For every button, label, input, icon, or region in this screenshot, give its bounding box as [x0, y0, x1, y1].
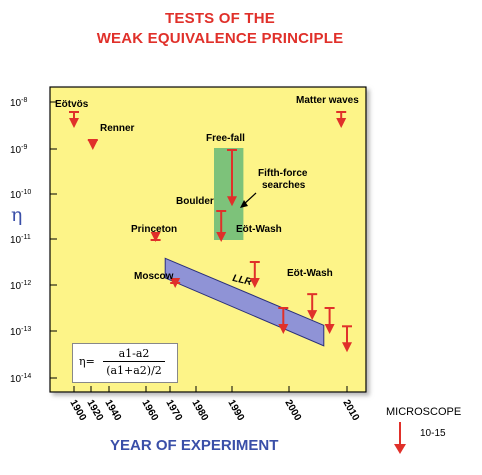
experiment-label: Renner [100, 123, 135, 134]
chart-subtitle: WEAK EQUIVALENCE PRINCIPLE [96, 30, 344, 47]
y-axis-label: η [11, 204, 23, 226]
fifth-force-label: searches [262, 180, 306, 191]
limit-arrow-head [227, 196, 237, 207]
x-tick-label: 1940 [102, 398, 123, 423]
limit-arrow-head [336, 118, 347, 129]
limit-arrow-head [150, 232, 161, 242]
limit-arrow-head [87, 140, 98, 150]
chart-title: TESTS OF THE [165, 10, 275, 27]
formula-fraction-bar [103, 361, 165, 362]
experiment-label: Matter waves [296, 95, 359, 106]
x-tick-label: 1990 [225, 398, 246, 423]
limit-arrow-head [278, 324, 289, 334]
formula-lhs: η= [79, 355, 95, 368]
x-tick-label: 1980 [189, 398, 210, 423]
x-tick-label: 2000 [282, 398, 303, 423]
fifth-force-pointer-head [240, 200, 248, 208]
x-tick-label: 1900 [67, 398, 88, 423]
formula-denominator: (a1+a2)/2 [106, 364, 162, 377]
limit-arrow-head [307, 310, 318, 321]
experiment-label: Eötvös [55, 99, 89, 110]
limit-arrow-head [170, 278, 181, 288]
experiment-label: Princeton [131, 224, 177, 235]
y-tick-label: 10-10 [10, 189, 31, 201]
experiment-label: Eöt-Wash [236, 224, 282, 235]
experiment-label: Boulder [176, 196, 214, 207]
y-tick-label: 10-9 [10, 144, 27, 156]
fifth-force-region [214, 148, 244, 240]
limit-arrow-head [249, 278, 260, 288]
y-tick-label: 10-14 [10, 373, 31, 385]
experiment-label: Free-fall [206, 133, 245, 144]
limit-arrow-head [69, 118, 79, 129]
microscope-label: MICROSCOPE [386, 406, 462, 418]
experiment-label: Moscow [134, 271, 174, 282]
microscope-value: 10-15 [420, 428, 446, 439]
llr-label: LLR [231, 273, 253, 288]
x-tick-label: 1970 [163, 398, 184, 423]
y-tick-label: 10-12 [10, 280, 31, 292]
limit-arrow-head [324, 324, 335, 334]
x-tick-label: 1920 [84, 398, 105, 423]
x-axis-label: YEAR OF EXPERIMENT [110, 437, 279, 454]
limit-arrow-head [216, 232, 227, 242]
microscope-arrow-icon [394, 422, 406, 454]
formula-numerator: a1-a2 [118, 347, 150, 360]
eta-formula: η= a1-a2 (a1+a2)/2 [72, 343, 178, 383]
limit-arrow-head [342, 342, 352, 353]
x-tick-label: 1960 [139, 398, 160, 423]
experiment-label: Eöt-Wash [287, 268, 333, 279]
fifth-force-label: Fifth-force [258, 168, 308, 179]
y-tick-label: 10-13 [10, 326, 31, 338]
x-tick-label: 2010 [340, 398, 361, 423]
y-tick-label: 10-11 [10, 234, 31, 246]
y-tick-label: 10-8 [10, 97, 27, 109]
